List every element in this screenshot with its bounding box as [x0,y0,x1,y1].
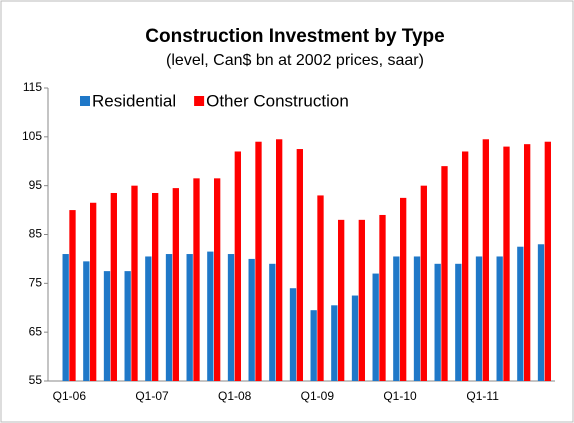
bar [441,166,448,381]
bar [110,192,117,381]
bar [351,295,359,381]
bar [420,185,427,381]
bar [131,185,138,381]
bar [413,256,421,381]
x-tick-label: Q1-11 [466,389,499,403]
y-tick-label: 55 [29,373,43,387]
bar [317,195,324,381]
bar [400,197,407,381]
legend-swatch [194,96,205,106]
bar [296,149,303,381]
bar [524,144,531,381]
bar [124,271,131,381]
bar [331,305,338,381]
bar [544,141,551,381]
bar [214,178,221,381]
bar [165,254,173,381]
bar [269,263,276,381]
bar [255,141,262,381]
bar [289,288,297,381]
bar [186,254,193,381]
bar [207,251,214,381]
x-tick-label: Q1-06 [53,389,87,403]
y-tick-label: 85 [29,227,43,241]
bar [152,192,159,381]
legend-swatch [80,96,90,106]
x-tick-label: Q1-10 [383,389,417,403]
x-tick-label: Q1-08 [218,389,252,403]
bar [227,254,235,381]
x-tick-label: Q1-07 [135,389,169,403]
chart-subtitle: (level, Can$ bn at 2002 prices, saar) [166,52,424,69]
bar [455,263,462,381]
bar [462,151,469,381]
bar [103,271,111,381]
bar [62,254,69,381]
y-tick-label: 115 [23,80,42,94]
bar [434,263,441,381]
bar [193,178,200,381]
bar [496,256,503,381]
bar [234,151,241,381]
legend-label: Residential [92,91,176,110]
bar [90,202,97,381]
bar [172,188,179,381]
bar [372,273,379,381]
bar [537,244,545,381]
y-tick-label: 95 [29,178,43,192]
bar [475,256,483,381]
bar [145,256,152,381]
chart-title: Construction Investment by Type [145,26,444,47]
bar [517,246,524,381]
bar [482,139,489,381]
bar [338,219,345,381]
y-tick-label: 105 [22,129,42,143]
bar [358,219,365,381]
bar [379,214,386,381]
bar [276,139,283,381]
bar [83,261,90,381]
y-tick-label: 75 [29,276,43,290]
x-tick-label: Q1-09 [301,389,335,403]
bar [69,210,76,381]
legend-label: Other Construction [206,91,349,110]
bar [248,258,255,381]
bar [310,310,317,381]
bar [393,256,400,381]
y-tick-label: 65 [29,324,43,338]
bar [503,146,510,381]
